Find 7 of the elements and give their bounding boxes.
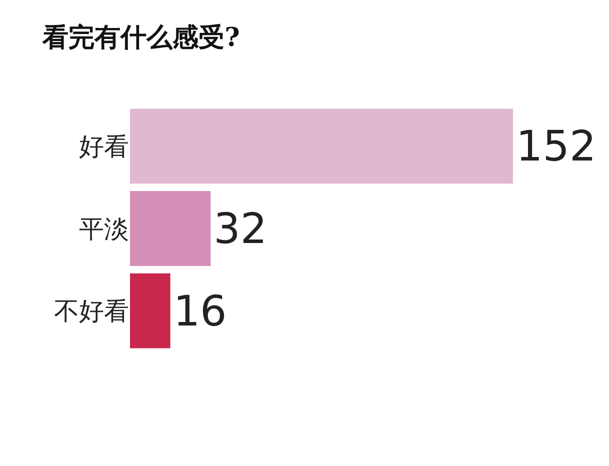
- y-tick-label: 好看: [79, 132, 129, 161]
- data-label: 32: [214, 204, 268, 253]
- data-label: 16: [173, 286, 227, 336]
- y-tick-label: 不好看: [54, 296, 129, 326]
- chart-title: 看完有什么感受?: [42, 23, 240, 54]
- y-tick-label: 平淡: [79, 214, 129, 244]
- data-label: 152: [516, 122, 596, 171]
